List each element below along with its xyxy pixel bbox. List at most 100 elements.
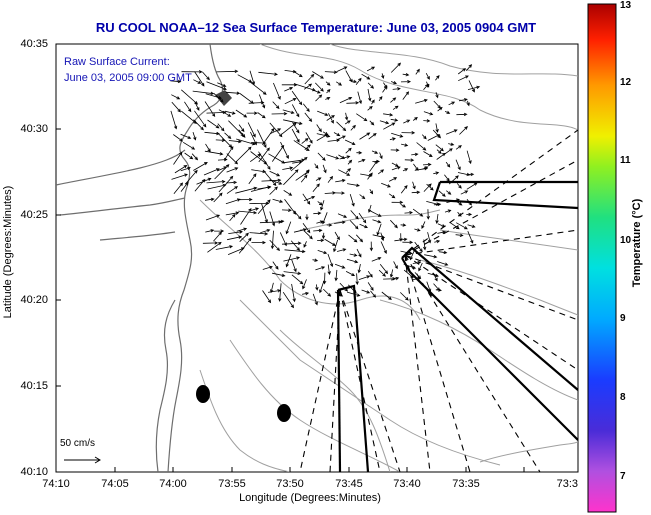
current-vector xyxy=(251,240,266,245)
current-vector xyxy=(337,213,348,218)
current-vector xyxy=(377,169,385,175)
current-vector xyxy=(347,159,353,165)
current-vector xyxy=(369,120,375,126)
current-vector xyxy=(358,275,371,280)
current-vector xyxy=(327,253,334,268)
current-vector xyxy=(438,250,448,255)
current-vector xyxy=(270,230,275,250)
xtick-label: 73:45 xyxy=(335,478,363,490)
current-vector xyxy=(258,147,270,163)
xtick-label: 73:3 xyxy=(556,478,578,490)
current-vector xyxy=(400,184,408,194)
current-vector xyxy=(369,160,378,172)
current-vector xyxy=(466,172,475,177)
current-vector xyxy=(378,269,386,277)
current-vector xyxy=(380,232,385,242)
current-vector xyxy=(305,132,313,144)
current-vector xyxy=(356,113,368,122)
current-vector xyxy=(372,219,382,224)
current-vector xyxy=(435,144,444,152)
current-vector xyxy=(238,210,258,215)
current-vector xyxy=(271,144,285,162)
current-vector xyxy=(414,228,421,232)
current-vector xyxy=(436,149,442,154)
colorbar-tick: 11 xyxy=(620,155,631,166)
current-vector xyxy=(285,221,292,235)
current-vector xyxy=(283,190,293,196)
current-vector xyxy=(444,110,451,114)
current-vector xyxy=(204,101,216,118)
current-vector xyxy=(378,95,383,102)
current-vector xyxy=(284,98,297,105)
current-vector xyxy=(193,79,202,84)
current-vector xyxy=(283,271,302,275)
current-vector xyxy=(392,87,401,91)
current-vector xyxy=(218,175,234,193)
current-vector xyxy=(349,193,355,207)
current-vector xyxy=(347,183,360,187)
current-vector xyxy=(171,101,181,113)
current-vector xyxy=(278,283,282,302)
current-vector xyxy=(269,122,283,138)
current-vector xyxy=(411,190,421,195)
current-vector xyxy=(339,282,348,292)
current-vector xyxy=(238,237,252,254)
current-vector xyxy=(401,143,409,147)
current-vector xyxy=(270,128,282,135)
current-vector xyxy=(312,183,320,193)
current-vector xyxy=(435,213,439,224)
current-vector xyxy=(402,168,409,172)
current-vector xyxy=(356,248,362,258)
current-vector xyxy=(368,132,377,140)
current-vector xyxy=(301,138,309,144)
current-vector xyxy=(226,180,238,185)
current-vector xyxy=(247,122,256,138)
current-vector xyxy=(235,109,248,118)
current-vector xyxy=(319,280,325,294)
current-vector xyxy=(389,137,396,141)
current-vector xyxy=(181,70,203,74)
current-vector xyxy=(194,71,205,87)
current-vector xyxy=(237,74,253,83)
current-vector xyxy=(437,261,449,266)
current-vector xyxy=(229,213,236,222)
current-vector xyxy=(226,153,239,165)
current-vector xyxy=(359,223,369,229)
colorbar xyxy=(587,3,617,513)
current-vector xyxy=(218,109,232,117)
xtick-label: 73:55 xyxy=(218,478,246,490)
current-vector xyxy=(348,234,358,243)
current-vector xyxy=(302,279,307,290)
current-vector xyxy=(281,122,297,135)
current-vector xyxy=(317,238,325,243)
current-vector xyxy=(268,289,282,293)
current-vector xyxy=(205,214,221,221)
current-vector xyxy=(388,193,396,199)
current-vector xyxy=(458,75,469,82)
current-vector xyxy=(304,112,313,122)
current-vector xyxy=(334,231,340,241)
current-vector xyxy=(281,241,302,246)
colorbar-tick: 7 xyxy=(620,471,626,482)
current-vector xyxy=(455,233,464,237)
current-vector xyxy=(422,162,432,167)
ytick-label: 40:35 xyxy=(20,38,48,50)
current-vector xyxy=(269,179,283,185)
current-vector xyxy=(350,124,356,131)
current-vector xyxy=(423,119,431,123)
axis-ticks xyxy=(56,128,525,472)
current-vector xyxy=(437,230,447,235)
current-vector xyxy=(355,273,359,286)
current-vector xyxy=(291,104,300,118)
current-vector xyxy=(367,270,373,278)
colorbar-label: Temperature (°C) xyxy=(631,198,643,288)
current-vector xyxy=(202,71,210,81)
radar-beam-outlines xyxy=(336,180,578,472)
current-vector xyxy=(217,123,225,132)
current-vector xyxy=(320,200,325,211)
current-vector xyxy=(257,199,271,214)
current-vector xyxy=(458,98,468,102)
current-vector xyxy=(361,289,371,294)
current-vector xyxy=(358,158,366,163)
current-vector xyxy=(272,272,286,277)
